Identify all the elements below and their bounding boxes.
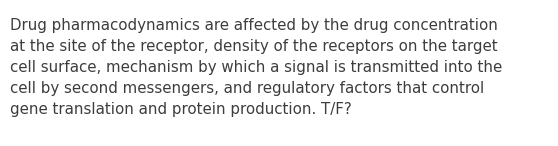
Text: Drug pharmacodynamics are affected by the drug concentration
at the site of the : Drug pharmacodynamics are affected by th… [10, 18, 502, 117]
